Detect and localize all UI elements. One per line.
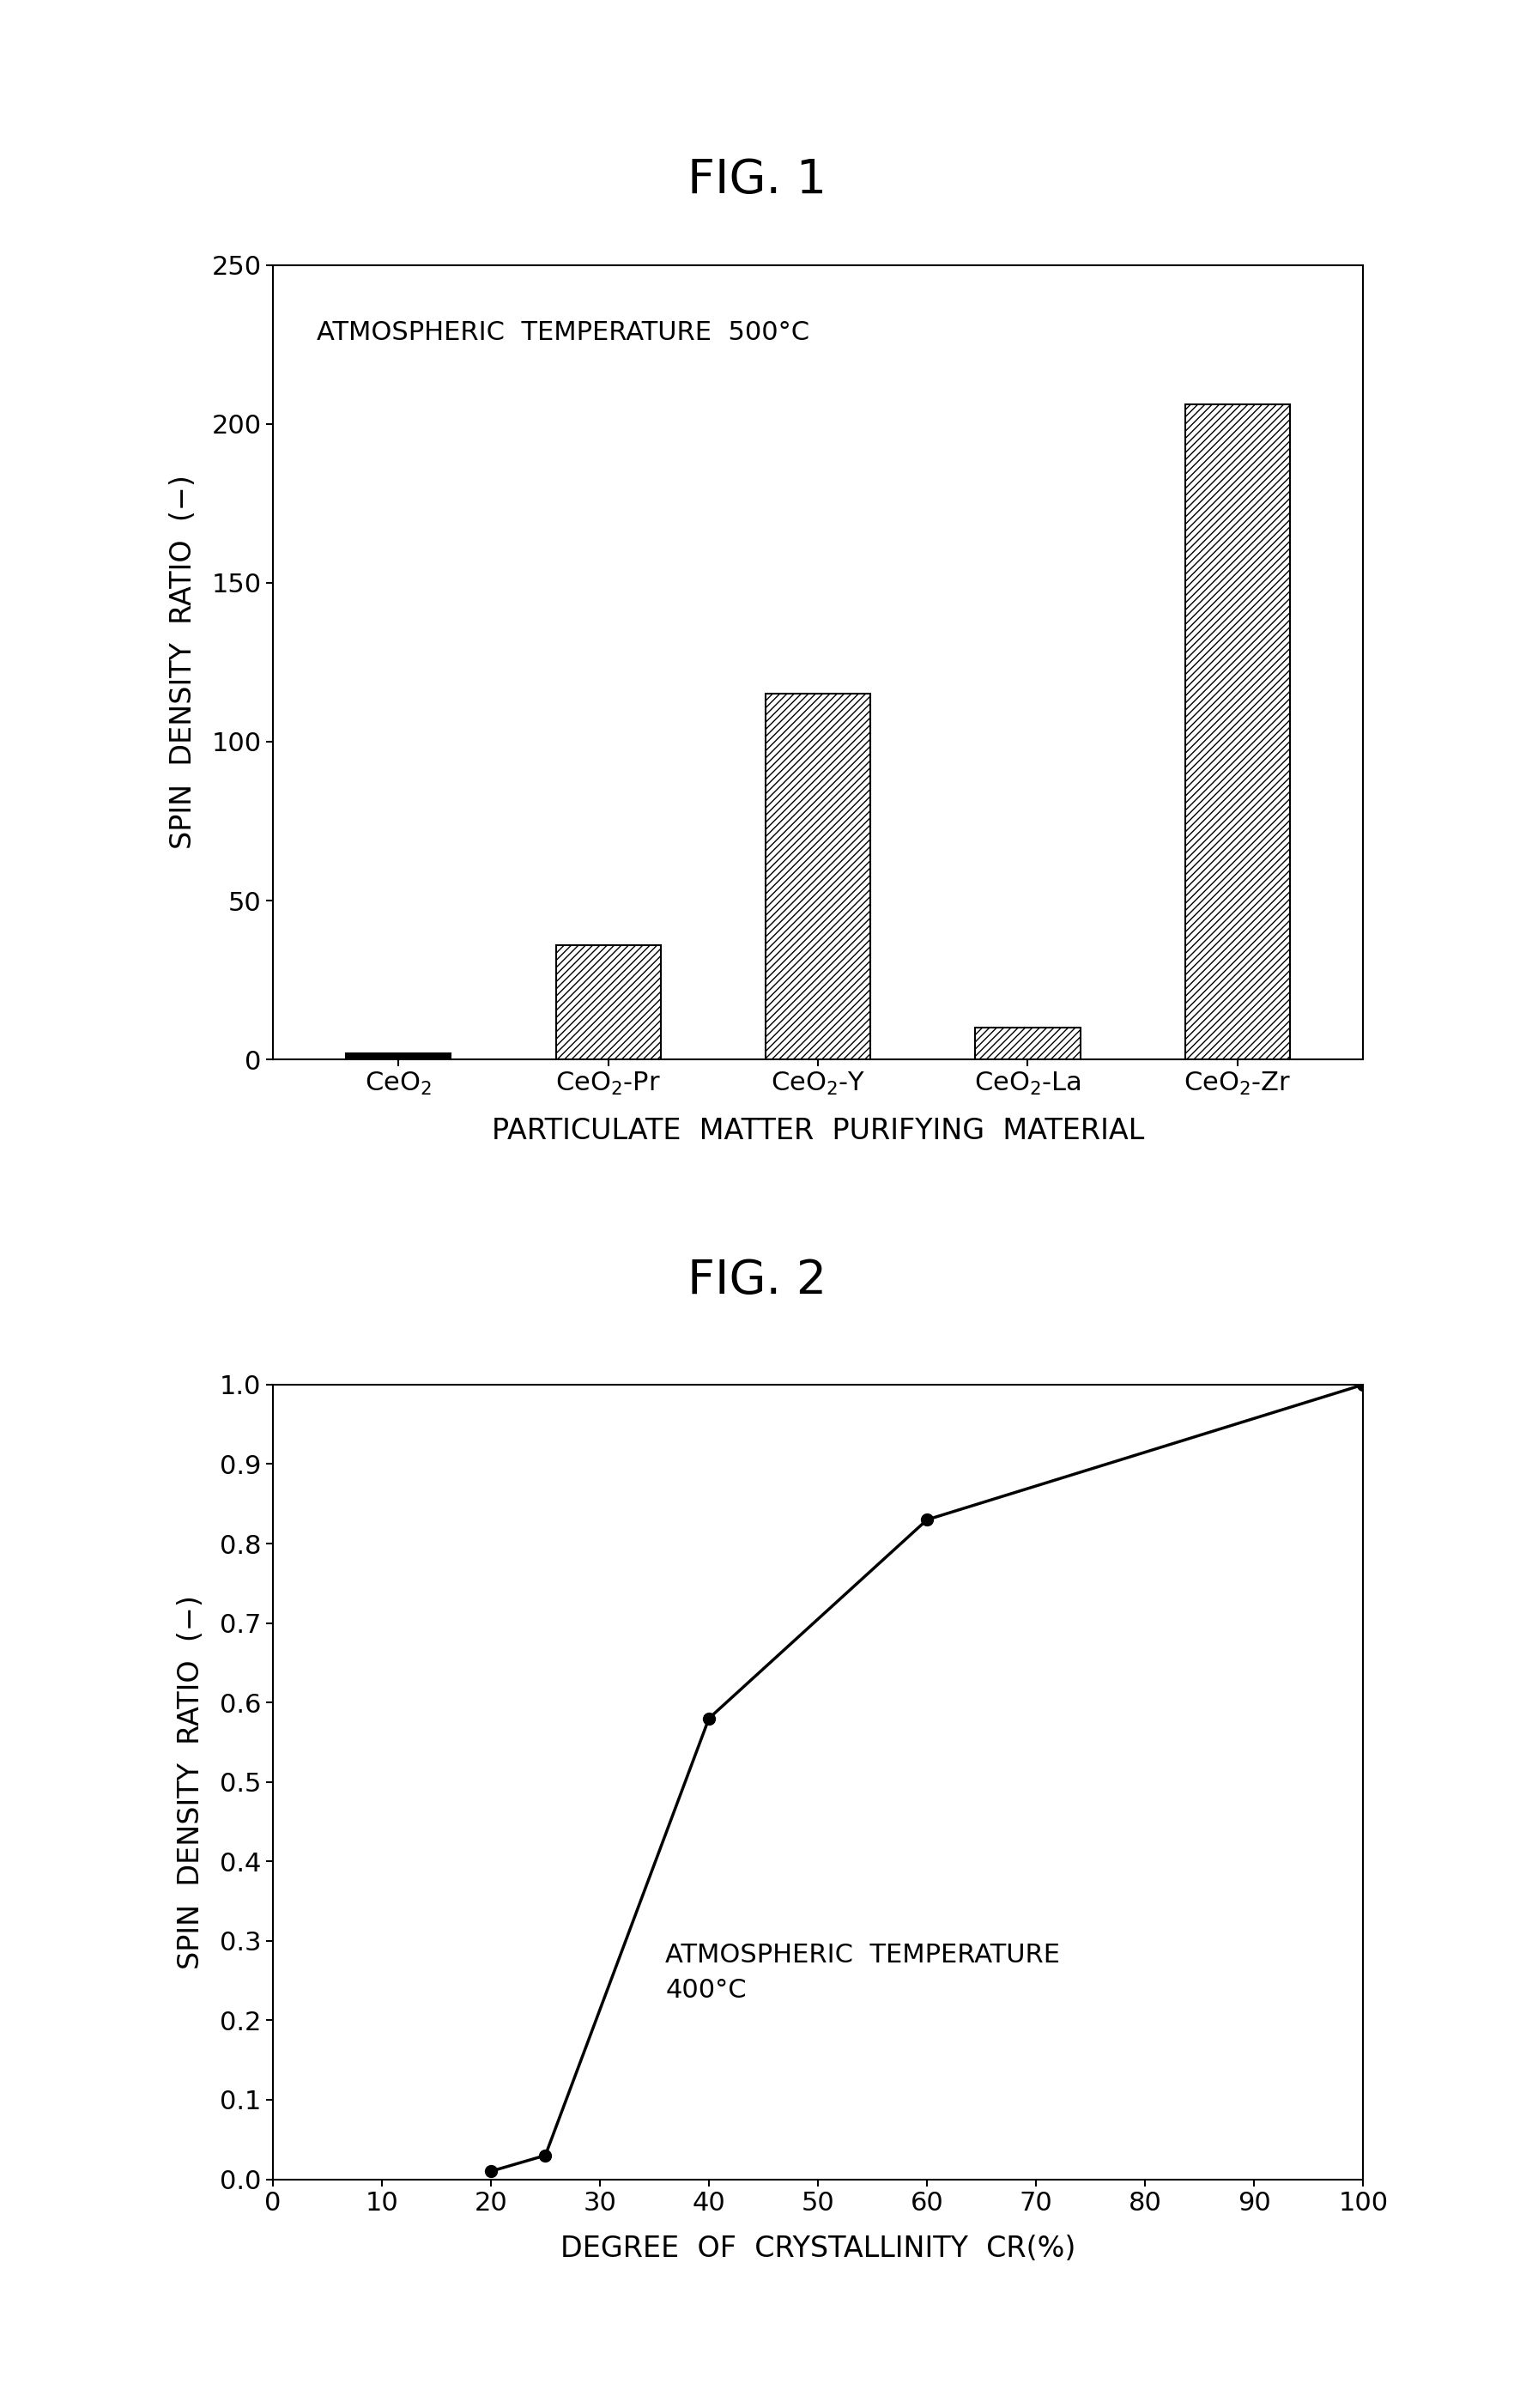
Text: ATMOSPHERIC  TEMPERATURE  500°C: ATMOSPHERIC TEMPERATURE 500°C bbox=[316, 320, 808, 344]
X-axis label: PARTICULATE  MATTER  PURIFYING  MATERIAL: PARTICULATE MATTER PURIFYING MATERIAL bbox=[492, 1117, 1143, 1144]
X-axis label: DEGREE  OF  CRYSTALLINITY  CR(%): DEGREE OF CRYSTALLINITY CR(%) bbox=[560, 2235, 1075, 2264]
Bar bbox=[345, 1052, 451, 1060]
Bar bbox=[556, 944, 660, 1060]
Bar bbox=[765, 694, 871, 1060]
Y-axis label: SPIN  DENSITY  RATIO  (−): SPIN DENSITY RATIO (−) bbox=[168, 474, 197, 850]
Text: ATMOSPHERIC  TEMPERATURE
400°C: ATMOSPHERIC TEMPERATURE 400°C bbox=[665, 1943, 1060, 2003]
Text: FIG. 2: FIG. 2 bbox=[687, 1257, 827, 1305]
Bar bbox=[1184, 405, 1290, 1060]
Y-axis label: SPIN  DENSITY  RATIO  (−): SPIN DENSITY RATIO (−) bbox=[177, 1594, 206, 1970]
Bar bbox=[975, 1028, 1079, 1060]
Text: FIG. 1: FIG. 1 bbox=[687, 157, 827, 205]
